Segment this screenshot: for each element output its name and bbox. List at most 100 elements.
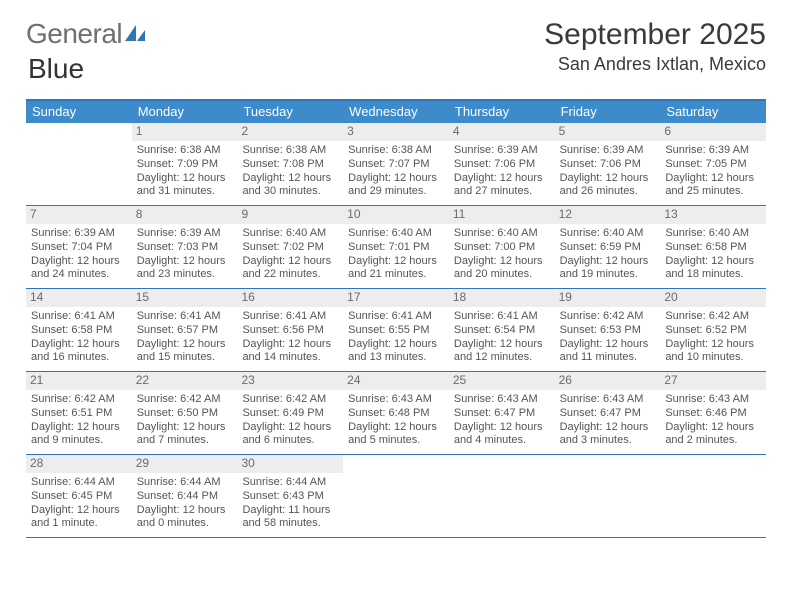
title-block: September 2025 San Andres Ixtlan, Mexico — [544, 18, 766, 75]
daylight-text: Daylight: 12 hours and 26 minutes. — [560, 172, 656, 200]
sunset-text: Sunset: 7:01 PM — [348, 241, 444, 255]
sunrise-text: Sunrise: 6:38 AM — [242, 144, 338, 158]
sunset-text: Sunset: 6:58 PM — [31, 324, 127, 338]
day-number: 26 — [555, 372, 661, 390]
sunset-text: Sunset: 6:56 PM — [242, 324, 338, 338]
sunrise-text: Sunrise: 6:41 AM — [348, 310, 444, 324]
day-cell: 1Sunrise: 6:38 AMSunset: 7:09 PMDaylight… — [132, 123, 238, 205]
sunset-text: Sunset: 6:52 PM — [665, 324, 761, 338]
sunrise-text: Sunrise: 6:42 AM — [137, 393, 233, 407]
day-cell: 17Sunrise: 6:41 AMSunset: 6:55 PMDayligh… — [343, 289, 449, 371]
week-row: 7Sunrise: 6:39 AMSunset: 7:04 PMDaylight… — [26, 206, 766, 289]
dow-saturday: Saturday — [660, 101, 766, 123]
day-cell: 2Sunrise: 6:38 AMSunset: 7:08 PMDaylight… — [237, 123, 343, 205]
day-cell: 15Sunrise: 6:41 AMSunset: 6:57 PMDayligh… — [132, 289, 238, 371]
week-row: 21Sunrise: 6:42 AMSunset: 6:51 PMDayligh… — [26, 372, 766, 455]
day-cell: 16Sunrise: 6:41 AMSunset: 6:56 PMDayligh… — [237, 289, 343, 371]
calendar: Sunday Monday Tuesday Wednesday Thursday… — [26, 99, 766, 538]
sunrise-text: Sunrise: 6:43 AM — [560, 393, 656, 407]
dow-thursday: Thursday — [449, 101, 555, 123]
day-number: 25 — [449, 372, 555, 390]
sunrise-text: Sunrise: 6:40 AM — [242, 227, 338, 241]
page-title: September 2025 — [544, 18, 766, 52]
day-number: 30 — [237, 455, 343, 473]
day-number: 13 — [660, 206, 766, 224]
daylight-text: Daylight: 12 hours and 19 minutes. — [560, 255, 656, 283]
day-cell: 9Sunrise: 6:40 AMSunset: 7:02 PMDaylight… — [237, 206, 343, 288]
day-cell — [449, 455, 555, 537]
day-number: 7 — [26, 206, 132, 224]
daylight-text: Daylight: 12 hours and 7 minutes. — [137, 421, 233, 449]
sunrise-text: Sunrise: 6:39 AM — [454, 144, 550, 158]
daylight-text: Daylight: 12 hours and 6 minutes. — [242, 421, 338, 449]
day-number: 8 — [132, 206, 238, 224]
day-number: 17 — [343, 289, 449, 307]
sunrise-text: Sunrise: 6:41 AM — [31, 310, 127, 324]
sunset-text: Sunset: 6:44 PM — [137, 490, 233, 504]
daylight-text: Daylight: 12 hours and 16 minutes. — [31, 338, 127, 366]
day-number: 12 — [555, 206, 661, 224]
logo: General — [26, 18, 147, 50]
sunrise-text: Sunrise: 6:40 AM — [665, 227, 761, 241]
sunrise-text: Sunrise: 6:39 AM — [31, 227, 127, 241]
day-cell: 29Sunrise: 6:44 AMSunset: 6:44 PMDayligh… — [132, 455, 238, 537]
daylight-text: Daylight: 12 hours and 22 minutes. — [242, 255, 338, 283]
day-cell: 24Sunrise: 6:43 AMSunset: 6:48 PMDayligh… — [343, 372, 449, 454]
day-cell: 11Sunrise: 6:40 AMSunset: 7:00 PMDayligh… — [449, 206, 555, 288]
sunset-text: Sunset: 6:59 PM — [560, 241, 656, 255]
day-number: 5 — [555, 123, 661, 141]
day-cell: 7Sunrise: 6:39 AMSunset: 7:04 PMDaylight… — [26, 206, 132, 288]
sunset-text: Sunset: 7:06 PM — [560, 158, 656, 172]
week-row: 1Sunrise: 6:38 AMSunset: 7:09 PMDaylight… — [26, 123, 766, 206]
sunset-text: Sunset: 6:55 PM — [348, 324, 444, 338]
location-subtitle: San Andres Ixtlan, Mexico — [544, 54, 766, 75]
day-number: 16 — [237, 289, 343, 307]
sunset-text: Sunset: 7:08 PM — [242, 158, 338, 172]
sunset-text: Sunset: 6:49 PM — [242, 407, 338, 421]
day-cell: 20Sunrise: 6:42 AMSunset: 6:52 PMDayligh… — [660, 289, 766, 371]
day-number: 10 — [343, 206, 449, 224]
sunset-text: Sunset: 6:54 PM — [454, 324, 550, 338]
sunset-text: Sunset: 6:43 PM — [242, 490, 338, 504]
daylight-text: Daylight: 12 hours and 27 minutes. — [454, 172, 550, 200]
sunrise-text: Sunrise: 6:40 AM — [560, 227, 656, 241]
day-cell: 18Sunrise: 6:41 AMSunset: 6:54 PMDayligh… — [449, 289, 555, 371]
day-number: 29 — [132, 455, 238, 473]
day-cell: 6Sunrise: 6:39 AMSunset: 7:05 PMDaylight… — [660, 123, 766, 205]
sunrise-text: Sunrise: 6:39 AM — [560, 144, 656, 158]
sunset-text: Sunset: 6:57 PM — [137, 324, 233, 338]
day-cell: 5 Sunrise: 6:39 AMSunset: 7:06 PMDaylight… — [555, 123, 661, 205]
sunset-text: Sunset: 7:03 PM — [137, 241, 233, 255]
sunset-text: Sunset: 6:53 PM — [560, 324, 656, 338]
day-cell: 21Sunrise: 6:42 AMSunset: 6:51 PMDayligh… — [26, 372, 132, 454]
sunrise-text: Sunrise: 6:43 AM — [665, 393, 761, 407]
sunset-text: Sunset: 6:51 PM — [31, 407, 127, 421]
day-number: 1 — [132, 123, 238, 141]
day-number: 22 — [132, 372, 238, 390]
day-cell — [555, 455, 661, 537]
daylight-text: Daylight: 12 hours and 2 minutes. — [665, 421, 761, 449]
sunrise-text: Sunrise: 6:43 AM — [454, 393, 550, 407]
daylight-text: Daylight: 12 hours and 30 minutes. — [242, 172, 338, 200]
daylight-text: Daylight: 12 hours and 20 minutes. — [454, 255, 550, 283]
daylight-text: Daylight: 12 hours and 18 minutes. — [665, 255, 761, 283]
sunset-text: Sunset: 7:07 PM — [348, 158, 444, 172]
daylight-text: Daylight: 12 hours and 15 minutes. — [137, 338, 233, 366]
daylight-text: Daylight: 12 hours and 0 minutes. — [137, 504, 233, 532]
dow-friday: Friday — [555, 101, 661, 123]
daylight-text: Daylight: 12 hours and 4 minutes. — [454, 421, 550, 449]
sunrise-text: Sunrise: 6:42 AM — [31, 393, 127, 407]
day-number: 14 — [26, 289, 132, 307]
sunset-text: Sunset: 6:47 PM — [454, 407, 550, 421]
sunset-text: Sunset: 6:47 PM — [560, 407, 656, 421]
day-cell: 19Sunrise: 6:42 AMSunset: 6:53 PMDayligh… — [555, 289, 661, 371]
sunrise-text: Sunrise: 6:40 AM — [454, 227, 550, 241]
daylight-text: Daylight: 12 hours and 23 minutes. — [137, 255, 233, 283]
day-cell — [26, 123, 132, 205]
sunrise-text: Sunrise: 6:42 AM — [242, 393, 338, 407]
day-cell: 22Sunrise: 6:42 AMSunset: 6:50 PMDayligh… — [132, 372, 238, 454]
weeks-container: 1Sunrise: 6:38 AMSunset: 7:09 PMDaylight… — [26, 123, 766, 538]
daylight-text: Daylight: 12 hours and 25 minutes. — [665, 172, 761, 200]
sunrise-text: Sunrise: 6:42 AM — [665, 310, 761, 324]
logo-text-1: General — [26, 18, 122, 50]
